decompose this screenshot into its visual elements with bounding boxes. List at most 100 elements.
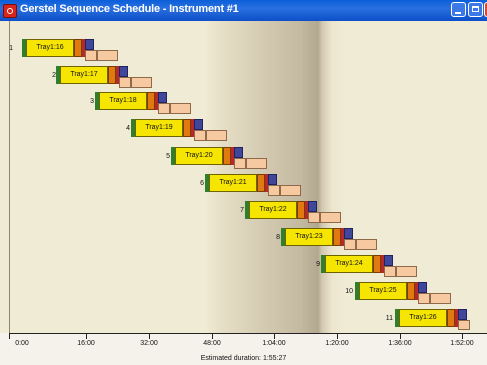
transfer-segment (108, 66, 116, 84)
prep-segment (175, 147, 223, 165)
prep-segment (209, 174, 257, 192)
window-title: Gerstel Sequence Schedule - Instrument #… (20, 3, 239, 15)
inject-segment (415, 282, 418, 300)
prep-segment (359, 282, 407, 300)
axis-tick (9, 334, 10, 339)
transfer-segment (74, 39, 82, 57)
title-bar[interactable]: Gerstel Sequence Schedule - Instrument #… (0, 0, 487, 21)
job-label: Tray1:18 (109, 97, 137, 104)
job-label: Tray1:22 (259, 206, 287, 213)
row-number: 5 (166, 153, 170, 160)
job-label: Tray1:20 (185, 152, 213, 159)
post-segment (430, 293, 451, 304)
prep-segment (60, 66, 108, 84)
run-segment (194, 119, 203, 130)
inject-segment (455, 309, 458, 327)
time-axis-panel (0, 333, 487, 365)
job-label: Tray1:16 (36, 44, 64, 51)
row-number: 1 (9, 45, 13, 52)
axis-tick-label: 1:04:00 (262, 340, 286, 347)
row-number: 6 (200, 180, 204, 187)
run-segment (418, 282, 427, 293)
transfer-segment (333, 228, 341, 246)
inject-segment (191, 119, 194, 137)
post-segment (458, 320, 470, 330)
prep-segment (135, 119, 183, 137)
post-segment (206, 130, 227, 141)
start-marker (95, 92, 99, 110)
start-marker (355, 282, 359, 300)
inject-segment (82, 39, 85, 57)
axis-tick (462, 334, 463, 339)
time-axis-line (9, 333, 487, 334)
prep-segment (26, 39, 74, 57)
axis-tick-label: 48:00 (203, 340, 221, 347)
axis-tick (337, 334, 338, 339)
run-segment (384, 255, 393, 266)
post-segment (384, 266, 396, 277)
axis-tick-label: 1:52:00 (450, 340, 474, 347)
post-segment (97, 50, 118, 61)
job-label: Tray1:25 (369, 287, 397, 294)
minimize-button[interactable] (451, 2, 466, 17)
post-segment (344, 239, 356, 250)
transfer-segment (183, 119, 191, 137)
row-number: 10 (345, 288, 353, 295)
start-marker (131, 119, 135, 137)
run-segment (344, 228, 353, 239)
inject-segment (155, 92, 158, 110)
start-marker (395, 309, 399, 327)
row-number: 4 (126, 125, 130, 132)
run-segment (119, 66, 128, 77)
post-segment (268, 185, 280, 196)
inject-segment (265, 174, 268, 192)
prep-segment (399, 309, 447, 327)
inject-segment (341, 228, 344, 246)
run-segment (268, 174, 277, 185)
post-segment (280, 185, 301, 196)
transfer-segment (223, 147, 231, 165)
prep-segment (285, 228, 333, 246)
transfer-segment (373, 255, 381, 273)
post-segment (85, 50, 97, 61)
axis-tick-label: 1:36:00 (388, 340, 412, 347)
run-segment (458, 309, 467, 320)
transfer-segment (147, 92, 155, 110)
row-number: 3 (90, 98, 94, 105)
inject-segment (231, 147, 234, 165)
axis-tick (274, 334, 275, 339)
axis-tick (86, 334, 87, 339)
run-segment (234, 147, 243, 158)
transfer-segment (297, 201, 305, 219)
job-label: Tray1:24 (335, 260, 363, 267)
post-segment (396, 266, 417, 277)
post-segment (194, 130, 206, 141)
post-segment (158, 103, 170, 114)
maximize-button[interactable] (468, 2, 483, 17)
post-segment (308, 212, 320, 223)
job-label: Tray1:23 (295, 233, 323, 240)
transfer-segment (257, 174, 265, 192)
prep-segment (249, 201, 297, 219)
post-segment (234, 158, 246, 169)
post-segment (418, 293, 430, 304)
row-number: 2 (52, 72, 56, 79)
row-number: 11 (385, 315, 393, 322)
transfer-segment (447, 309, 455, 327)
job-label: Tray1:17 (70, 71, 98, 78)
job-label: Tray1:26 (409, 314, 437, 321)
prep-segment (325, 255, 373, 273)
start-marker (281, 228, 285, 246)
row-number: 7 (240, 207, 244, 214)
close-button[interactable] (484, 2, 487, 17)
start-marker (56, 66, 60, 84)
row-number: 8 (276, 234, 280, 241)
start-marker (205, 174, 209, 192)
gerstel-app-icon (3, 4, 17, 18)
post-segment (246, 158, 267, 169)
post-segment (356, 239, 377, 250)
prep-segment (99, 92, 147, 110)
transfer-segment (407, 282, 415, 300)
job-label: Tray1:21 (219, 179, 247, 186)
axis-tick-label: 32:00 (140, 340, 158, 347)
